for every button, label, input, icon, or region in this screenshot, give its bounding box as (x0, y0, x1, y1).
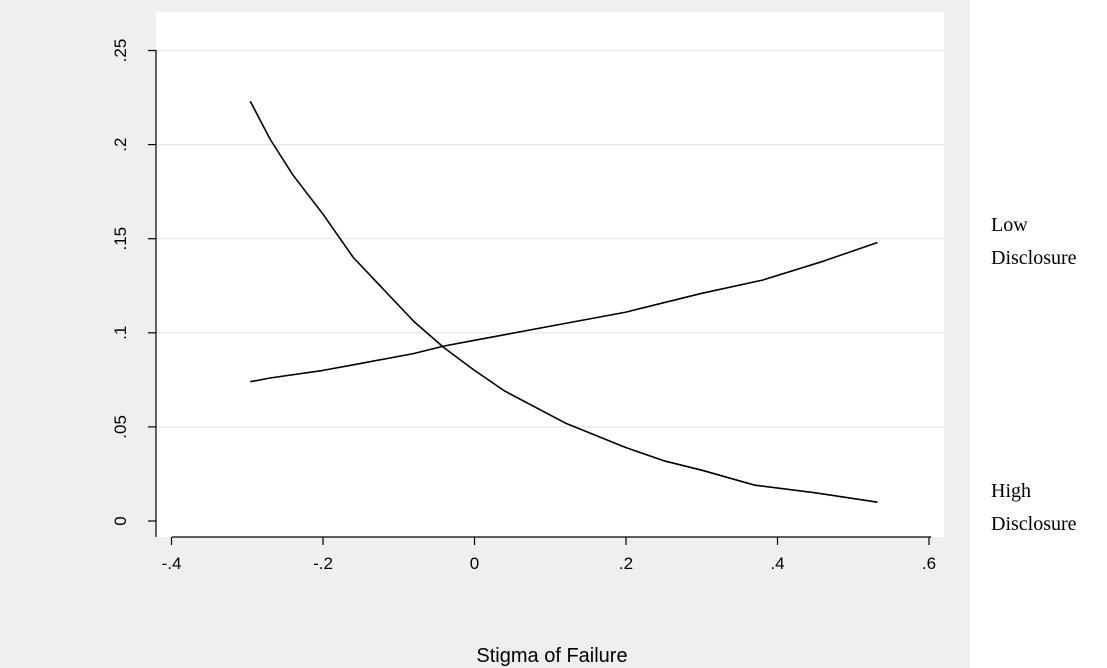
x-tick-label: .2 (619, 554, 633, 573)
x-axis-title: Stigma of Failure (476, 645, 627, 667)
y-tick-label: .2 (111, 138, 130, 152)
axis-ticks: 0 .05 .1 .15 .2 .25 -.4 -.2 0 .2 .4 .6 (111, 39, 936, 573)
x-tick-label: .4 (770, 554, 784, 573)
x-tick-label: .6 (922, 554, 936, 573)
y-tick-label: .1 (111, 326, 130, 340)
legend-label-low-disclosure-line1: Low (991, 214, 1028, 236)
series-lines (249, 100, 878, 503)
y-tick-label: 0 (111, 516, 130, 525)
gridlines (156, 49, 944, 428)
x-tick-label: 0 (470, 554, 479, 573)
y-tick-label: .25 (111, 39, 130, 63)
x-tick-label: -.4 (162, 554, 182, 573)
y-tick-label: .15 (111, 227, 130, 251)
legend-label-high-disclosure-line2: Disclosure (991, 513, 1077, 535)
series-line-low-disclosure (250, 241, 878, 383)
x-tick-label: -.2 (313, 554, 333, 573)
legend-label-low-disclosure-line2: Disclosure (991, 247, 1077, 269)
series-line-high-disclosure (249, 100, 878, 503)
plot-area (156, 12, 944, 537)
legend-label-high-disclosure-line1: High (991, 480, 1031, 502)
y-tick-label: .05 (111, 415, 130, 439)
